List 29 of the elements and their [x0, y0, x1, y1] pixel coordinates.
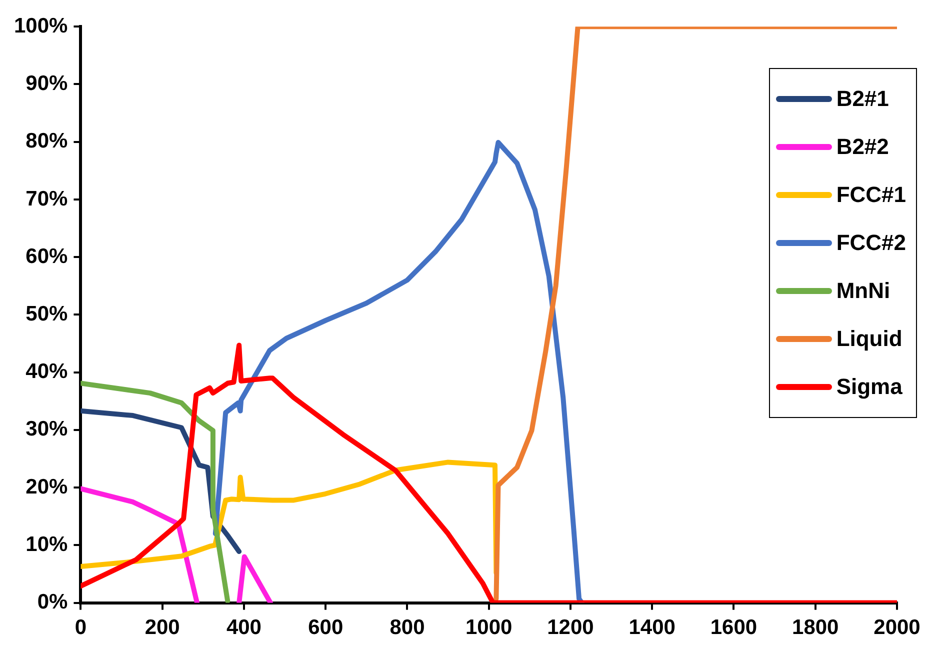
y-tick-label: 0%	[37, 590, 68, 614]
x-tick-label: 2000	[874, 616, 920, 640]
legend-label: Liquid	[836, 326, 902, 352]
y-tick-label: 60%	[26, 244, 68, 268]
x-tick-label: 600	[308, 616, 344, 640]
legend-label: B2#1	[836, 86, 889, 112]
y-tick-label: 10%	[26, 532, 68, 556]
y-tick-label: 100%	[14, 14, 68, 38]
x-tick-label: 1400	[628, 616, 676, 640]
x-tick-label: 1600	[710, 616, 758, 640]
x-tick-label: 1000	[465, 616, 512, 640]
y-tick-label: 40%	[26, 360, 68, 384]
legend-label: MnNi	[836, 278, 890, 304]
legend-label: FCC#1	[836, 182, 906, 208]
y-tick-label: 90%	[26, 72, 68, 96]
x-tick-label: 1200	[547, 616, 594, 640]
x-tick-label: 400	[226, 616, 262, 640]
legend-label: FCC#2	[836, 230, 906, 256]
y-tick-label: 80%	[26, 130, 68, 153]
y-tick-label: 70%	[26, 187, 68, 210]
legend-label: B2#2	[836, 134, 889, 160]
legend-label: Sigma	[836, 374, 902, 400]
y-tick-label: 50%	[26, 302, 68, 326]
x-tick-label: 800	[390, 616, 425, 640]
x-tick-label: 1800	[792, 616, 839, 640]
x-tick-label: 200	[144, 616, 180, 640]
x-tick-label: 0	[74, 616, 87, 640]
y-tick-label: 20%	[26, 475, 68, 498]
y-tick-label: 30%	[26, 418, 68, 441]
